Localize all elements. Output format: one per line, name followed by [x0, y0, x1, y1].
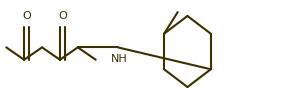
Text: NH: NH: [111, 54, 128, 64]
Text: O: O: [22, 11, 31, 21]
Text: O: O: [58, 11, 67, 21]
